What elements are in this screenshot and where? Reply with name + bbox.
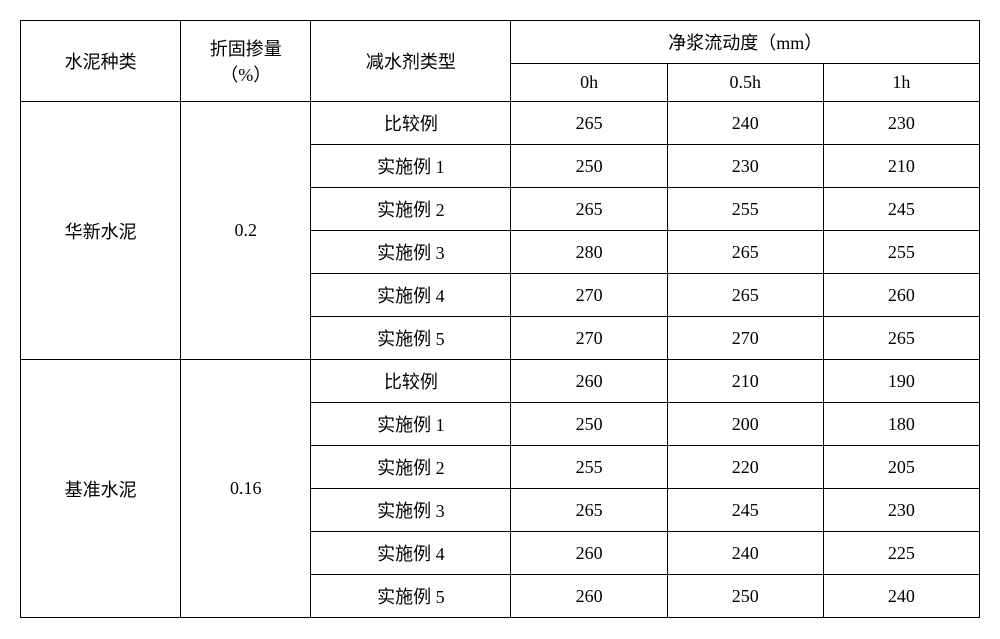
- cell-reducer-type: 实施例 1: [311, 145, 511, 188]
- header-dosage: 折固掺量（%）: [181, 21, 311, 102]
- cell-flow-0h: 265: [511, 188, 667, 231]
- table-body: 华新水泥0.2比较例265240230实施例 1250230210实施例 226…: [21, 102, 980, 618]
- cell-reducer-type: 实施例 4: [311, 532, 511, 575]
- cell-reducer-type: 比较例: [311, 360, 511, 403]
- cell-flow-05h: 265: [667, 274, 823, 317]
- flow-table: 水泥种类 折固掺量（%） 减水剂类型 净浆流动度（mm） 0h 0.5h 1h …: [20, 20, 980, 618]
- cell-reducer-type: 实施例 5: [311, 317, 511, 360]
- header-reducer-type: 减水剂类型: [311, 21, 511, 102]
- cell-flow-05h: 270: [667, 317, 823, 360]
- cell-flow-0h: 270: [511, 317, 667, 360]
- header-time-0h: 0h: [511, 64, 667, 102]
- cell-flow-0h: 255: [511, 446, 667, 489]
- cell-flow-1h: 190: [823, 360, 979, 403]
- cell-flow-05h: 210: [667, 360, 823, 403]
- header-flow: 净浆流动度（mm）: [511, 21, 980, 64]
- cell-flow-05h: 240: [667, 532, 823, 575]
- cell-flow-0h: 260: [511, 360, 667, 403]
- cell-flow-0h: 260: [511, 575, 667, 618]
- cell-flow-05h: 200: [667, 403, 823, 446]
- cell-flow-0h: 260: [511, 532, 667, 575]
- cell-dosage: 0.16: [181, 360, 311, 618]
- cell-reducer-type: 实施例 5: [311, 575, 511, 618]
- cell-flow-1h: 260: [823, 274, 979, 317]
- cell-flow-05h: 230: [667, 145, 823, 188]
- cell-flow-0h: 270: [511, 274, 667, 317]
- cell-flow-0h: 250: [511, 403, 667, 446]
- cell-flow-1h: 240: [823, 575, 979, 618]
- cell-flow-05h: 265: [667, 231, 823, 274]
- cell-flow-1h: 230: [823, 489, 979, 532]
- cell-cement: 华新水泥: [21, 102, 181, 360]
- cell-flow-1h: 255: [823, 231, 979, 274]
- cell-reducer-type: 比较例: [311, 102, 511, 145]
- cell-flow-05h: 245: [667, 489, 823, 532]
- cell-flow-0h: 280: [511, 231, 667, 274]
- cell-flow-1h: 210: [823, 145, 979, 188]
- cell-flow-1h: 225: [823, 532, 979, 575]
- cell-flow-1h: 205: [823, 446, 979, 489]
- cell-flow-0h: 265: [511, 489, 667, 532]
- cell-reducer-type: 实施例 3: [311, 489, 511, 532]
- cell-reducer-type: 实施例 2: [311, 188, 511, 231]
- header-time-05h: 0.5h: [667, 64, 823, 102]
- cell-flow-1h: 265: [823, 317, 979, 360]
- header-time-1h: 1h: [823, 64, 979, 102]
- cell-flow-0h: 265: [511, 102, 667, 145]
- cell-flow-05h: 240: [667, 102, 823, 145]
- table-row: 基准水泥0.16比较例260210190: [21, 360, 980, 403]
- table-row: 华新水泥0.2比较例265240230: [21, 102, 980, 145]
- cell-reducer-type: 实施例 3: [311, 231, 511, 274]
- cell-reducer-type: 实施例 1: [311, 403, 511, 446]
- cell-flow-1h: 230: [823, 102, 979, 145]
- cell-flow-05h: 250: [667, 575, 823, 618]
- cell-reducer-type: 实施例 2: [311, 446, 511, 489]
- cell-flow-1h: 245: [823, 188, 979, 231]
- cell-flow-0h: 250: [511, 145, 667, 188]
- cell-flow-05h: 220: [667, 446, 823, 489]
- cell-reducer-type: 实施例 4: [311, 274, 511, 317]
- cell-dosage: 0.2: [181, 102, 311, 360]
- cell-flow-1h: 180: [823, 403, 979, 446]
- cell-cement: 基准水泥: [21, 360, 181, 618]
- cell-flow-05h: 255: [667, 188, 823, 231]
- header-cement-type: 水泥种类: [21, 21, 181, 102]
